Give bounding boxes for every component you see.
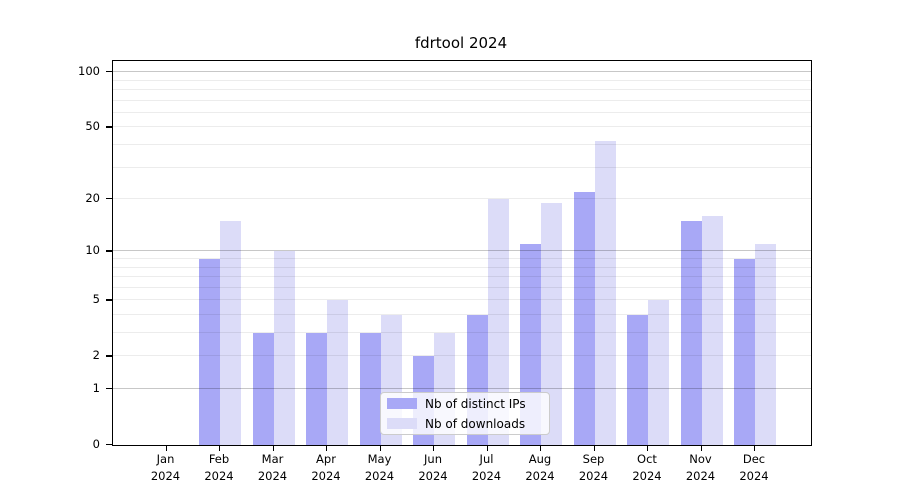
x-tick-mark [700,445,702,451]
gridline-9 [113,258,811,259]
gridline-100 [113,71,811,73]
gridline-60 [113,111,811,113]
x-tick-mark [433,445,435,451]
bar-downloads-jul [487,199,509,445]
x-tick-mark [540,445,542,451]
x-tick-label-nov: Nov 2024 [685,452,716,483]
x-tick-mark [219,445,221,451]
x-tick-label-oct: Oct 2024 [632,452,662,483]
gridline-7 [113,276,811,277]
y-tick-mark [106,299,113,301]
bar-distinct-ips-apr [306,333,327,445]
x-tick-mark [486,445,488,451]
bar-downloads-feb [220,221,241,445]
bar-distinct-ips-sep [573,191,595,445]
x-tick-label-may: May 2024 [364,452,395,483]
gridline-90 [113,79,811,81]
legend-swatch-downloads-icon [387,418,417,429]
y-tick-label-5: 5 [92,292,100,307]
x-tick-label-apr: Apr 2024 [311,452,341,483]
gridline-10 [113,250,811,252]
y-tick-label-2: 2 [92,348,100,363]
gridline-3 [113,332,811,333]
legend-label-downloads: Nb of downloads [425,416,526,431]
plot-area: Nb of distinct IPs Nb of downloads [112,60,812,446]
bar-distinct-ips-dec [734,259,755,445]
y-tick-mark [106,444,113,446]
y-tick-label-20: 20 [85,191,100,205]
gridline-1 [113,388,811,389]
x-tick-mark [165,445,167,451]
legend-item-distinct-ips: Nb of distinct IPs [381,396,549,412]
bar-distinct-ips-nov [680,221,702,445]
bar-downloads-apr [327,300,348,445]
x-tick-mark [593,445,595,451]
bar-downloads-sep [594,141,616,445]
x-tick-label-jul: Jul 2024 [471,452,502,483]
bar-distinct-ips-feb [199,259,220,445]
x-tick-mark [647,445,649,451]
legend-label-distinct-ips: Nb of distinct IPs [425,396,526,411]
x-tick-mark [326,445,328,451]
gridline-30 [113,166,811,168]
gridline-2 [113,355,811,357]
gridline-4 [113,314,811,315]
y-tick-mark [106,388,113,390]
y-tick-mark [106,126,113,128]
gridline-5 [113,299,811,301]
bar-distinct-ips-may [359,333,381,445]
y-tick-label-50: 50 [85,119,100,134]
x-tick-label-dec: Dec 2024 [739,452,769,483]
gridline-80 [113,88,811,90]
gridline-70 [113,99,811,101]
bar-distinct-ips-oct [627,315,648,445]
bar-downloads-dec [755,244,776,445]
bar-downloads-nov [701,216,723,445]
gridline-8 [113,266,811,268]
y-tick-mark [106,198,113,200]
x-tick-label-mar: Mar 2024 [257,452,288,483]
y-tick-mark [106,250,113,252]
legend: Nb of distinct IPs Nb of downloads [380,392,550,435]
y-tick-label-0: 0 [92,437,100,451]
y-tick-mark [106,71,113,73]
bar-downloads-mar [273,251,295,445]
y-tick-mark [106,355,113,357]
bar-downloads-oct [648,300,669,445]
x-tick-label-aug: Aug 2024 [525,452,555,483]
gridline-40 [113,143,811,145]
x-tick-label-jan: Jan 2024 [150,452,181,483]
legend-item-downloads: Nb of downloads [381,416,549,432]
y-tick-label-100: 100 [78,64,100,79]
x-tick-label-jun: Jun 2024 [418,452,448,483]
y-tick-label-10: 10 [85,243,100,258]
chart-title: fdrtool 2024 [414,34,508,52]
gridline-6 [113,286,811,288]
bar-distinct-ips-mar [252,333,274,445]
x-tick-mark [379,445,381,451]
x-tick-label-sep: Sep 2024 [578,452,609,483]
gridline-50 [113,126,811,128]
gridline-20 [113,198,811,199]
x-tick-mark [754,445,756,451]
x-tick-label-feb: Feb 2024 [204,452,234,483]
y-tick-label-1: 1 [92,381,100,395]
legend-swatch-distinct-ips-icon [387,398,417,409]
bar-downloads-aug [541,202,562,445]
x-tick-mark [272,445,274,451]
